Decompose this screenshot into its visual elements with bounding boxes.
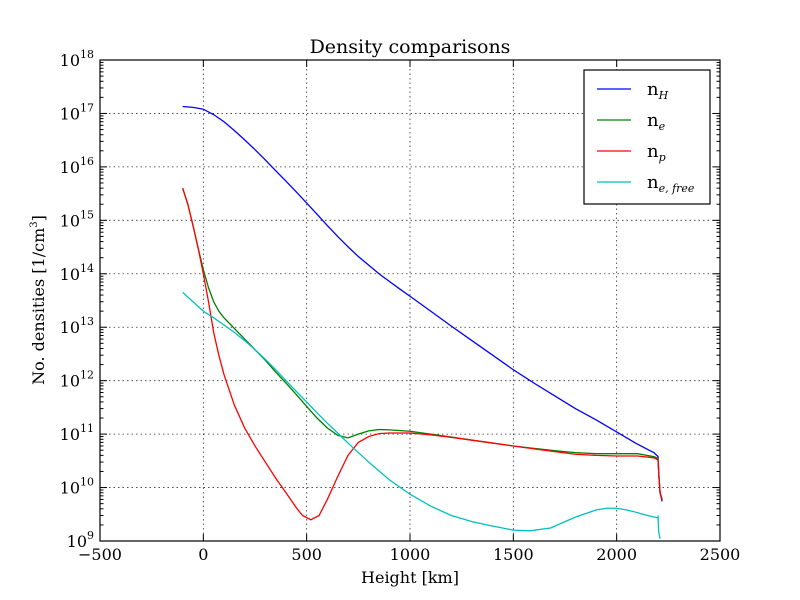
series-line-2 [182,187,663,521]
y-axis-label-end: ] [29,215,48,221]
series-line-1 [182,187,663,500]
series-line-3 [182,291,661,539]
x-tick-label: 1500 [493,545,534,564]
y-tick-label: 1014 [60,262,94,284]
legend-label-1: ne [647,110,666,133]
y-tick-label: 1011 [60,422,94,444]
y-tick-label: 1016 [60,155,94,177]
y-tick-label: 1018 [60,48,94,70]
legend-label-2: np [647,141,666,164]
legend-label-3: ne, free [647,172,695,195]
x-axis-label: Height [km] [361,568,459,587]
y-tick-label: 1017 [60,101,94,123]
x-tick-label: 500 [291,545,322,564]
legend: nH ne np ne, free [583,69,711,205]
x-tick-label: 2000 [596,545,637,564]
y-tick-label: 1010 [60,476,94,498]
y-tick-label: 1012 [60,369,94,391]
legend-label-0: nH [647,79,669,102]
x-tick-label: 2500 [700,545,741,564]
y-axis-label-sup: 3 [29,221,40,227]
tick-layer: −500 0 500 1000 1500 2000 2500 109 1010 1011 1012 1… [60,48,741,564]
series-layer [182,105,663,539]
x-tick-label: 1000 [390,545,431,564]
y-axis-label: No. densities [1/cm3] [29,215,48,385]
grid-layer [100,60,720,541]
chart-title: Density comparisons [310,36,511,58]
x-tick-label: 0 [198,545,208,564]
y-tick-label: 109 [67,529,94,551]
y-tick-label: 1015 [60,208,94,230]
y-axis-label-main: No. densities [1/cm [29,228,48,385]
x-tick-label: −500 [78,545,122,564]
series-line-0 [182,105,663,502]
y-tick-label: 1013 [60,315,94,337]
